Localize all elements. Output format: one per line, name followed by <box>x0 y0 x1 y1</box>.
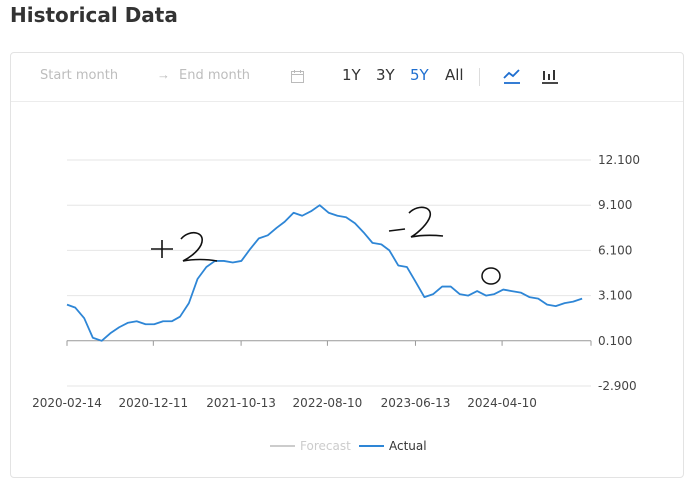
x-tick-label: 2022-08-10 <box>293 396 363 410</box>
range-1y-button[interactable]: 1Y <box>342 66 361 84</box>
svg-text:Actual: Actual <box>389 439 427 453</box>
legend-forecast[interactable]: Forecast <box>270 439 351 453</box>
series-layer <box>66 204 583 342</box>
x-axis-ticks: 2020-02-14 2020-12-11 2021-10-13 2022-08-10… <box>32 340 592 410</box>
chart-card: → 1Y 3Y 5Y All <box>10 52 684 478</box>
arrow-right-icon: → <box>157 67 170 82</box>
range-3y-button[interactable]: 3Y <box>376 66 395 84</box>
y-tick-label: 0.100 <box>598 334 632 348</box>
annotation-zero: 0 <box>481 267 501 285</box>
chart-toolbar: → 1Y 3Y 5Y All <box>11 53 683 102</box>
x-tick-label: 2024-04-10 <box>467 396 537 410</box>
toolbar-divider <box>479 68 480 86</box>
annotation-minus-two: -2 <box>388 206 444 238</box>
bar-chart-icon[interactable] <box>541 67 559 90</box>
y-tick-label: 6.100 <box>598 243 632 257</box>
x-tick-label: 2020-12-11 <box>118 396 188 410</box>
grid-lines <box>67 159 591 387</box>
chart-legend: Forecast Actual <box>270 439 427 453</box>
y-tick-label: -2.900 <box>598 379 637 393</box>
end-month-input[interactable] <box>179 68 279 83</box>
range-5y-button[interactable]: 5Y <box>410 66 429 84</box>
line-chart-icon[interactable] <box>503 67 521 90</box>
y-tick-label: 12.100 <box>598 153 640 167</box>
page-title: Historical Data <box>10 3 178 27</box>
start-month-input[interactable] <box>40 68 140 83</box>
legend-actual[interactable]: Actual <box>359 439 427 453</box>
series-line-actual[interactable] <box>66 204 583 342</box>
y-axis-ticks: 12.100 9.100 6.100 3.100 0.100 -2.900 <box>598 153 640 393</box>
calendar-icon[interactable] <box>291 70 304 88</box>
y-tick-label: 9.100 <box>598 198 632 212</box>
svg-text:Forecast: Forecast <box>300 439 351 453</box>
x-tick-label: 2023-06-13 <box>381 396 451 410</box>
x-tick-label: 2021-10-13 <box>206 396 276 410</box>
x-tick-label: 2020-02-14 <box>32 396 102 410</box>
line-chart: 12.100 9.100 6.100 3.100 0.100 -2.900 2020-02… <box>32 153 640 453</box>
annotation-plus-two: +2 <box>151 232 218 262</box>
y-tick-label: 3.100 <box>598 289 632 303</box>
range-all-button[interactable]: All <box>445 66 464 84</box>
